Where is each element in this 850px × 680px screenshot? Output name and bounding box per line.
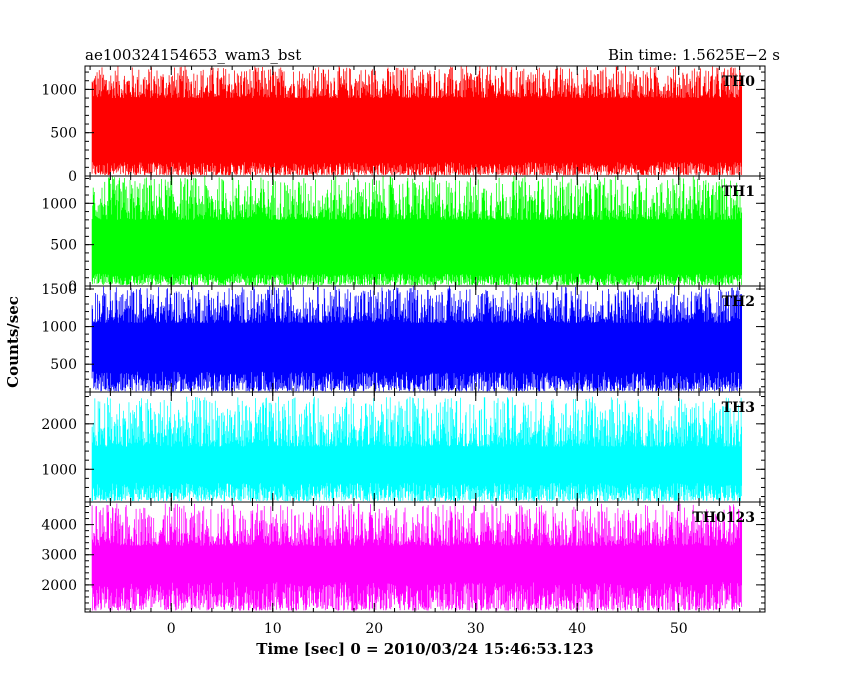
- x-tick-label: 10: [264, 621, 282, 637]
- y-tick-label: 500: [50, 126, 77, 142]
- panels: 05001000TH005001000TH150010001500TH21000…: [41, 65, 766, 637]
- y-tick-label: 4000: [41, 518, 77, 534]
- y-tick-label: 500: [50, 357, 77, 373]
- series-th1: [91, 176, 743, 286]
- series-th3: [91, 396, 743, 502]
- y-tick-label: 2000: [41, 578, 77, 594]
- y-tick-label: 1000: [41, 82, 77, 98]
- chart-title: ae100324154653_wam3_bst: [85, 46, 301, 64]
- series-th0123: [91, 503, 743, 611]
- y-tick-label: 1500: [41, 282, 77, 298]
- y-tick-label: 1000: [41, 196, 77, 212]
- x-tick-label: 50: [670, 621, 688, 637]
- y-tick-label: 2000: [41, 417, 77, 433]
- series-th0: [91, 66, 743, 176]
- x-tick-label: 20: [365, 621, 383, 637]
- panel-th2: 500 1000 1500 TH2: [41, 282, 766, 393]
- y-axis-label: Counts/sec: [4, 296, 22, 388]
- panel-th3: 1000 2000 TH3: [41, 391, 766, 503]
- panel-label-th2: TH2: [722, 294, 755, 310]
- y-tick-label: 0: [68, 279, 77, 295]
- panel-label-th1: TH1: [722, 184, 755, 200]
- x-axis-label: Time [sec] 0 = 2010/03/24 15:46:53.123: [256, 640, 593, 658]
- bin-time-label: Bin time: 1.5625E−2 s: [608, 46, 780, 64]
- panel-frame: [84, 501, 766, 613]
- panel-label-th3: TH3: [722, 400, 755, 416]
- panel-label-th0: TH0: [722, 74, 756, 90]
- panel-th0123: 2000 3000 4000 TH0123: [41, 501, 766, 613]
- y-tick-label: 1000: [41, 320, 77, 336]
- x-tick-label: 40: [568, 621, 586, 637]
- y-tick-label: 500: [50, 238, 77, 254]
- series-th2: [91, 286, 743, 392]
- y-tick-label: 3000: [41, 548, 77, 564]
- panel-th0: 0 500 1000 TH0: [41, 65, 766, 185]
- y-tick-label: 1000: [41, 462, 77, 478]
- x-tick-label: 0: [167, 621, 176, 637]
- x-tick-label: 30: [467, 621, 485, 637]
- panel-label-th0123: TH0123: [692, 510, 755, 526]
- y-tick-label: 0: [68, 169, 77, 185]
- panel-th1: 0 500 1000 TH1: [41, 175, 766, 295]
